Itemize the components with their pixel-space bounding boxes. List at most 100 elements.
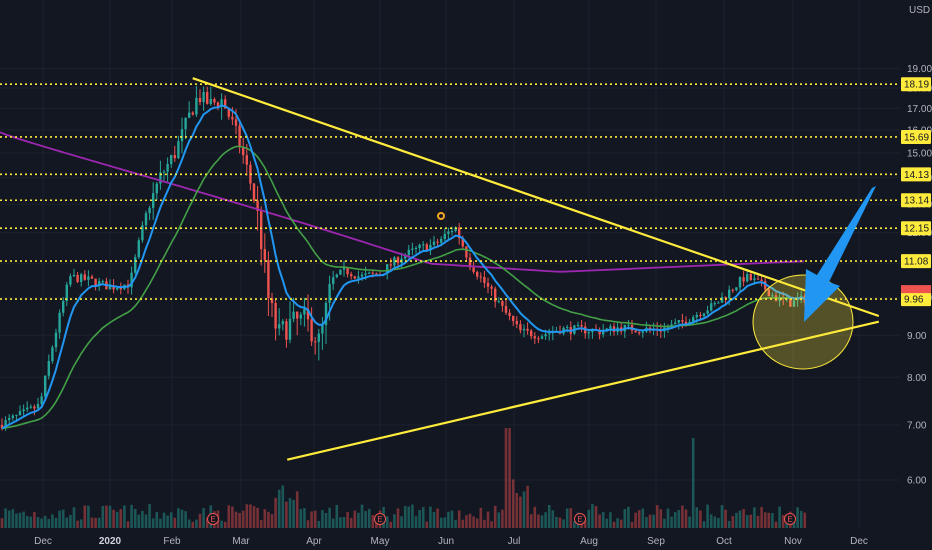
candle-body bbox=[422, 244, 425, 246]
ascending-trendline[interactable] bbox=[286, 320, 880, 461]
volume-bar bbox=[598, 514, 601, 528]
level-badge-label: 18.19 bbox=[904, 80, 929, 91]
descending-trendline[interactable] bbox=[192, 77, 880, 318]
candle-body bbox=[328, 284, 331, 303]
volume-bar bbox=[465, 515, 468, 528]
volume-bar bbox=[418, 510, 421, 528]
earnings-marker bbox=[574, 513, 586, 525]
volume-bar bbox=[519, 496, 522, 528]
volume-bar bbox=[486, 511, 490, 528]
volume-bar bbox=[241, 510, 245, 528]
candle-body bbox=[368, 272, 371, 274]
earnings-marker-label: E bbox=[210, 515, 215, 524]
volume-bar bbox=[742, 508, 745, 528]
candle-body bbox=[508, 312, 511, 316]
volume-bar bbox=[72, 507, 76, 528]
candle-body bbox=[530, 330, 533, 337]
volume-bar bbox=[321, 510, 324, 528]
volume-bar bbox=[400, 516, 403, 528]
candle-body bbox=[425, 244, 428, 251]
earnings-marker-label: E bbox=[377, 515, 382, 524]
candle-body bbox=[87, 276, 90, 280]
time-tick-label: Dec bbox=[850, 536, 868, 547]
time-tick-label: Aug bbox=[580, 536, 598, 547]
volume-bar bbox=[403, 506, 407, 528]
volume-bar bbox=[709, 514, 713, 528]
volume-bar bbox=[425, 521, 429, 528]
volume-bar bbox=[238, 513, 241, 528]
volume-bar bbox=[609, 512, 612, 528]
price-tick-label: 15.00 bbox=[907, 149, 932, 160]
volume-bar bbox=[508, 428, 511, 528]
volume-bar bbox=[360, 504, 364, 528]
volume-bar bbox=[778, 506, 781, 528]
alarm-clock-icon[interactable] bbox=[437, 212, 445, 220]
candle-body bbox=[659, 330, 662, 332]
candle-body bbox=[407, 249, 410, 256]
price-tick-label: 7.00 bbox=[907, 420, 927, 431]
volume-bar bbox=[342, 517, 346, 528]
ma-mid-line bbox=[1, 145, 805, 430]
volume-bar bbox=[97, 517, 101, 528]
volume-bar bbox=[537, 514, 540, 528]
volume-bar bbox=[292, 499, 295, 528]
volume-bar bbox=[4, 508, 7, 528]
volume-bar bbox=[439, 517, 443, 528]
candle-body bbox=[260, 210, 263, 250]
volume-bar bbox=[479, 507, 483, 528]
volume-bar bbox=[227, 505, 231, 528]
volume-bar bbox=[681, 505, 684, 528]
candle-body bbox=[270, 298, 274, 304]
candle-body bbox=[458, 227, 461, 239]
volume-bar bbox=[177, 508, 180, 528]
candle-body bbox=[609, 326, 612, 329]
volume-bar bbox=[461, 519, 465, 528]
volume-bar bbox=[166, 515, 169, 528]
candle-body bbox=[702, 313, 706, 317]
volume-bar bbox=[346, 511, 349, 528]
candle-body bbox=[692, 317, 695, 322]
time-axis[interactable]: Dec 2020 Feb Mar Apr May Jun Jul Aug Sep Oct Nov Dec bbox=[34, 536, 868, 547]
highlight-circle[interactable] bbox=[752, 274, 854, 370]
earnings-marker-label: E bbox=[787, 515, 792, 524]
volume-bar bbox=[371, 515, 375, 528]
volume-bar bbox=[533, 506, 537, 528]
volume-bar bbox=[677, 509, 681, 528]
level-badge bbox=[901, 292, 931, 307]
volume-bar bbox=[393, 514, 396, 528]
candle-body bbox=[749, 273, 752, 280]
volume-bar bbox=[475, 518, 479, 528]
candle-body bbox=[76, 274, 79, 282]
volume-bar bbox=[0, 518, 4, 528]
candle-body bbox=[267, 259, 270, 299]
arrow-drawing[interactable] bbox=[804, 186, 876, 322]
volume-bar bbox=[25, 515, 29, 528]
volume-bar bbox=[11, 509, 15, 528]
candle-body bbox=[742, 277, 745, 282]
candle-body bbox=[497, 301, 500, 303]
candle-body bbox=[177, 141, 180, 159]
volume-bar bbox=[454, 519, 457, 528]
time-tick-label: Dec bbox=[34, 536, 52, 547]
candle-body bbox=[443, 233, 446, 239]
candle-body bbox=[166, 163, 169, 172]
candle-body bbox=[90, 276, 94, 279]
candle-body bbox=[69, 276, 72, 285]
candle-body bbox=[576, 325, 580, 327]
volume-bar bbox=[587, 509, 591, 528]
time-tick-label: Feb bbox=[163, 536, 181, 547]
candle-body bbox=[674, 322, 677, 325]
candle-body bbox=[54, 332, 58, 348]
price-axis[interactable]: USD 19.0018.0017.0016.0015.0014.0013.001… bbox=[900, 0, 932, 550]
volume-bar bbox=[141, 510, 144, 528]
volume-bar bbox=[501, 509, 504, 528]
volume-bar bbox=[695, 507, 699, 528]
candle-body bbox=[396, 257, 400, 264]
volume-bar bbox=[317, 521, 321, 528]
volume-bar bbox=[756, 515, 760, 528]
candle-body bbox=[346, 267, 349, 275]
level-badge-label: 11.08 bbox=[904, 257, 929, 268]
volume-bar bbox=[799, 510, 803, 528]
